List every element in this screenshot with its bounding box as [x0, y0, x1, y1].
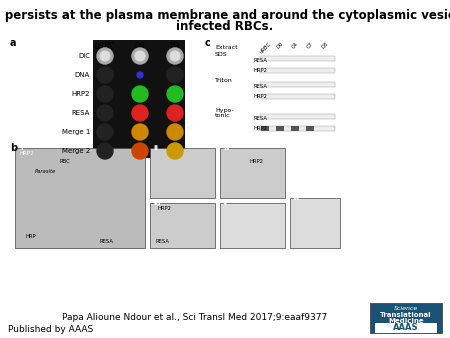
Circle shape	[167, 48, 183, 64]
FancyBboxPatch shape	[15, 148, 145, 248]
Text: HRP: HRP	[25, 234, 36, 239]
Text: D0: D0	[275, 41, 284, 50]
Circle shape	[132, 143, 148, 159]
Circle shape	[167, 86, 183, 102]
Text: SDS: SDS	[215, 52, 228, 57]
Circle shape	[167, 124, 183, 140]
Circle shape	[97, 105, 113, 121]
Text: Extract: Extract	[215, 45, 238, 50]
FancyBboxPatch shape	[150, 203, 215, 248]
FancyBboxPatch shape	[306, 126, 314, 131]
Text: ii: ii	[153, 145, 158, 151]
Circle shape	[100, 51, 110, 61]
Text: RESA: RESA	[72, 110, 90, 116]
Text: HRP2: HRP2	[253, 68, 267, 73]
Text: DIC: DIC	[78, 53, 90, 59]
Text: infected RBCs.: infected RBCs.	[176, 21, 274, 33]
Text: Science: Science	[394, 306, 418, 311]
FancyBboxPatch shape	[260, 68, 335, 73]
Text: vi: vi	[293, 195, 300, 201]
Circle shape	[135, 51, 145, 61]
Text: C7: C7	[306, 41, 314, 49]
Circle shape	[97, 86, 113, 102]
FancyBboxPatch shape	[276, 126, 284, 131]
Circle shape	[167, 67, 183, 83]
Circle shape	[132, 86, 148, 102]
Text: DNA: DNA	[75, 72, 90, 78]
Text: HRP2: HRP2	[158, 206, 172, 211]
Text: i: i	[20, 145, 22, 151]
Text: HRP2: HRP2	[253, 94, 267, 99]
Circle shape	[132, 105, 148, 121]
Text: HRP2: HRP2	[253, 126, 267, 131]
Text: Published by AAAS: Published by AAAS	[8, 325, 93, 335]
Text: RESA: RESA	[155, 239, 169, 244]
Text: D0: D0	[135, 42, 145, 51]
Circle shape	[167, 105, 183, 121]
Circle shape	[137, 72, 143, 78]
Circle shape	[132, 48, 148, 64]
Text: Fig. 3. HRP2 persists at the plasma membrane and around the cytoplasmic vesicles: Fig. 3. HRP2 persists at the plasma memb…	[0, 9, 450, 23]
FancyBboxPatch shape	[150, 148, 215, 198]
Text: HRP2: HRP2	[250, 159, 264, 164]
FancyBboxPatch shape	[260, 94, 335, 99]
Text: a: a	[10, 38, 17, 48]
Text: RESA: RESA	[253, 58, 267, 63]
Text: iv: iv	[223, 145, 230, 151]
FancyBboxPatch shape	[290, 198, 340, 248]
Text: AAAS: AAAS	[393, 323, 419, 333]
Text: RESA: RESA	[253, 84, 267, 89]
Text: Hypo-
tonic: Hypo- tonic	[215, 107, 234, 118]
Circle shape	[167, 143, 183, 159]
FancyBboxPatch shape	[260, 82, 335, 87]
FancyBboxPatch shape	[260, 56, 335, 61]
Text: v: v	[223, 200, 228, 206]
Circle shape	[97, 124, 113, 140]
Circle shape	[132, 124, 148, 140]
FancyBboxPatch shape	[220, 148, 285, 198]
FancyBboxPatch shape	[261, 126, 269, 131]
Circle shape	[97, 48, 113, 64]
FancyBboxPatch shape	[260, 126, 335, 131]
FancyBboxPatch shape	[375, 323, 437, 333]
Text: Triton: Triton	[215, 78, 233, 83]
Text: D3: D3	[170, 42, 180, 51]
FancyBboxPatch shape	[291, 126, 299, 131]
Text: Papa Alioune Ndour et al., Sci Transl Med 2017;9:eaaf9377: Papa Alioune Ndour et al., Sci Transl Me…	[63, 314, 328, 322]
Text: C4: C4	[291, 41, 299, 49]
Text: RBC: RBC	[60, 159, 71, 164]
FancyBboxPatch shape	[220, 203, 285, 248]
Text: uRBC: uRBC	[95, 42, 115, 51]
Text: uRBC: uRBC	[258, 41, 272, 54]
Text: RESA: RESA	[253, 116, 267, 121]
Text: RESA: RESA	[100, 239, 114, 244]
Text: Translational: Translational	[380, 312, 432, 318]
Text: Merge 2: Merge 2	[62, 148, 90, 154]
Circle shape	[97, 143, 113, 159]
Text: Medicine: Medicine	[388, 318, 424, 324]
Text: iii: iii	[153, 200, 161, 206]
Text: Parasite: Parasite	[35, 169, 56, 174]
Text: b: b	[10, 143, 17, 153]
Text: D3: D3	[321, 41, 329, 50]
FancyBboxPatch shape	[93, 40, 185, 158]
Text: c: c	[205, 38, 211, 48]
Text: HRP2: HRP2	[72, 91, 90, 97]
Circle shape	[170, 51, 180, 61]
Text: Merge 1: Merge 1	[62, 129, 90, 135]
FancyBboxPatch shape	[370, 303, 442, 333]
Circle shape	[132, 67, 148, 83]
FancyBboxPatch shape	[260, 114, 335, 119]
Text: HRP2: HRP2	[20, 151, 35, 156]
Circle shape	[97, 67, 113, 83]
